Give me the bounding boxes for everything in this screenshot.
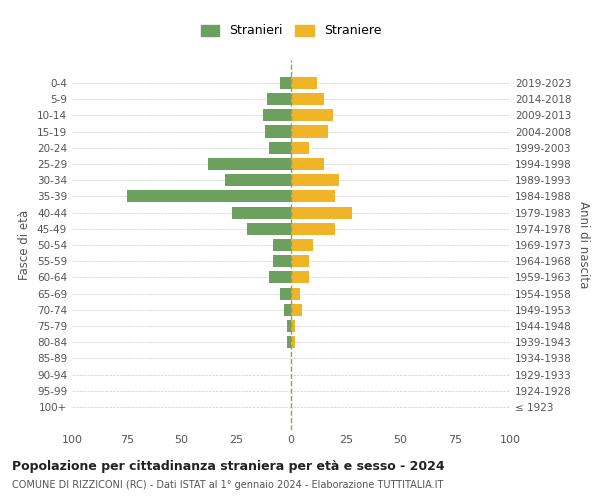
Bar bbox=[269, 142, 291, 154]
Bar bbox=[269, 272, 291, 283]
Bar bbox=[291, 158, 324, 170]
Legend: Stranieri, Straniere: Stranieri, Straniere bbox=[194, 18, 388, 44]
Bar bbox=[226, 174, 291, 186]
Bar bbox=[291, 190, 335, 202]
Bar bbox=[291, 109, 332, 122]
Bar bbox=[291, 77, 317, 89]
Y-axis label: Anni di nascita: Anni di nascita bbox=[577, 202, 590, 288]
Bar bbox=[287, 336, 291, 348]
Bar bbox=[291, 288, 300, 300]
Bar bbox=[232, 206, 291, 218]
Bar bbox=[287, 320, 291, 332]
Bar bbox=[291, 93, 324, 105]
Bar bbox=[291, 206, 352, 218]
Bar bbox=[265, 126, 291, 138]
Bar bbox=[291, 272, 308, 283]
Bar bbox=[291, 255, 308, 268]
Bar bbox=[247, 222, 291, 235]
Bar bbox=[280, 288, 291, 300]
Y-axis label: Fasce di età: Fasce di età bbox=[19, 210, 31, 280]
Bar bbox=[263, 109, 291, 122]
Bar bbox=[280, 77, 291, 89]
Bar bbox=[267, 93, 291, 105]
Bar bbox=[274, 239, 291, 251]
Bar bbox=[291, 320, 295, 332]
Bar bbox=[291, 336, 295, 348]
Bar bbox=[291, 142, 308, 154]
Bar bbox=[291, 239, 313, 251]
Text: COMUNE DI RIZZICONI (RC) - Dati ISTAT al 1° gennaio 2024 - Elaborazione TUTTITAL: COMUNE DI RIZZICONI (RC) - Dati ISTAT al… bbox=[12, 480, 443, 490]
Bar bbox=[291, 126, 328, 138]
Bar bbox=[284, 304, 291, 316]
Bar bbox=[274, 255, 291, 268]
Bar bbox=[291, 222, 335, 235]
Bar bbox=[291, 174, 339, 186]
Text: Popolazione per cittadinanza straniera per età e sesso - 2024: Popolazione per cittadinanza straniera p… bbox=[12, 460, 445, 473]
Bar bbox=[127, 190, 291, 202]
Bar bbox=[208, 158, 291, 170]
Bar bbox=[291, 304, 302, 316]
